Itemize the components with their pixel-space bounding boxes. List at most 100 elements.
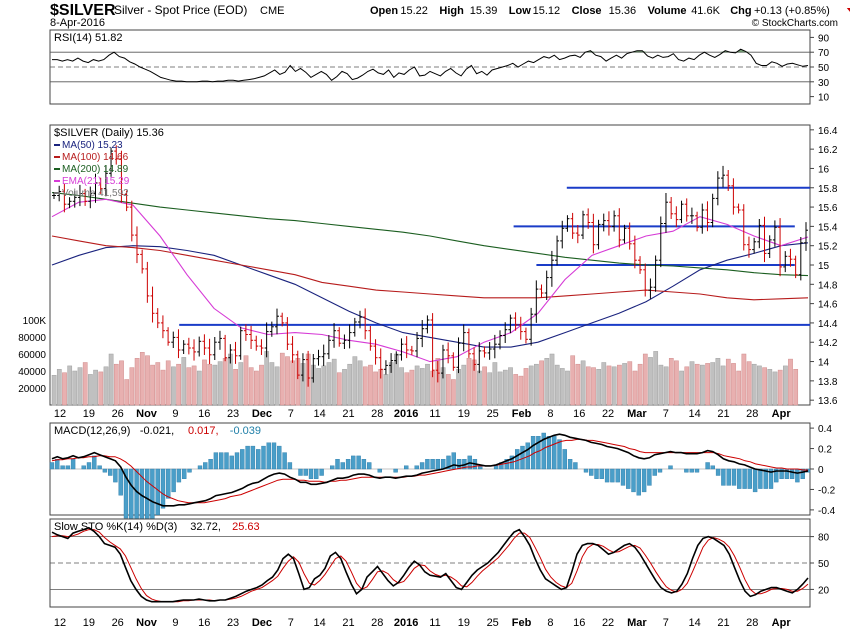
volume-bar — [580, 360, 586, 406]
x-tick-label: Dec — [252, 617, 272, 629]
volume-bar — [461, 364, 467, 406]
volume-bar — [601, 362, 607, 406]
price-panel: 100K 80000 60000 40000 20000 16.4 16.2 16 15.8 15… — [18, 124, 838, 407]
macd-histogram-bar — [404, 465, 409, 470]
ohlc-value: 15.12 — [533, 5, 561, 17]
macd-histogram-bar — [308, 468, 314, 480]
volume-bar — [171, 366, 176, 406]
x-tick-label: 12 — [54, 408, 66, 420]
x-tick-label: 11 — [429, 408, 440, 420]
sto-k-line — [51, 526, 809, 603]
chart-symbol: $SILVER — [50, 2, 116, 19]
macd-histogram-bar — [282, 452, 287, 470]
macd-histogram-bar — [715, 468, 721, 476]
stochastic-panel: 80 50 20 Slow STO %K(14) %D(3) 32.72, 25.63 — [49, 518, 830, 608]
ohlc-value: 15.36 — [609, 5, 637, 17]
volume-bar — [627, 361, 633, 406]
volume-bar — [762, 367, 767, 406]
volume-bar — [767, 369, 773, 406]
macd-histogram-bar — [441, 459, 446, 470]
ma-line-ma100 — [51, 235, 809, 301]
volume-bar — [212, 364, 218, 406]
macd-histogram-bar — [340, 462, 345, 470]
macd-histogram-bar — [271, 442, 277, 470]
volume-bar — [694, 363, 700, 406]
x-tick-label: 21 — [342, 617, 354, 629]
legend-label: MA(100) 14.66 — [62, 152, 129, 163]
volume-bar — [207, 363, 213, 406]
x-tick-label: 25 — [487, 617, 499, 629]
volume-bar — [492, 362, 498, 406]
x-tick-label: Dec — [252, 408, 272, 420]
volume-bar — [559, 368, 565, 406]
macd-histogram-bar — [721, 468, 726, 486]
volume-bar — [497, 371, 503, 406]
volume-bar — [487, 372, 493, 406]
macd-y-tick-label: 0.2 — [818, 445, 832, 456]
macd-histogram-bar — [657, 468, 663, 473]
volume-bar — [290, 360, 296, 406]
volume-bar — [248, 367, 254, 406]
volume-tick-label: 100K — [23, 316, 47, 327]
macd-histogram-bar — [567, 459, 573, 470]
chg-down-arrow-icon — [846, 8, 850, 12]
x-tick-label: 14 — [313, 617, 325, 629]
x-tick-label: 16 — [198, 408, 210, 420]
volume-bar — [342, 369, 347, 406]
macd-histogram-bar — [298, 468, 303, 476]
sto-d-line — [51, 529, 809, 603]
volume-bar — [736, 370, 742, 406]
x-tick-label: 7 — [288, 408, 294, 420]
volume-bar — [51, 375, 57, 406]
macd-histogram-bar — [641, 468, 647, 493]
macd-histogram-bar — [737, 468, 742, 489]
volume-bar — [679, 370, 684, 406]
macd-histogram-bar — [726, 468, 731, 486]
volume-bar — [264, 351, 270, 406]
macd-histogram-bar — [594, 468, 599, 480]
macd-histogram-bar — [599, 468, 604, 480]
volume-bar — [217, 361, 223, 406]
macd-histogram-bar — [150, 468, 155, 522]
macd-histogram-bar — [647, 468, 652, 486]
volume-bar — [549, 353, 555, 406]
volume-bar — [113, 363, 119, 406]
macd-histogram-bar — [229, 455, 234, 470]
volume-bar — [632, 370, 638, 406]
volume-bar — [596, 369, 602, 406]
volume-bar — [404, 372, 410, 406]
volume-bar — [663, 366, 669, 406]
macd-histogram-bar — [604, 468, 610, 483]
price-y-tick-label: 14.8 — [818, 280, 838, 291]
price-y-tick-label: 13.8 — [818, 377, 838, 388]
x-tick-label: Apr — [772, 617, 792, 629]
volume-bar — [155, 362, 161, 406]
sto-y-tick-label: 20 — [818, 585, 830, 596]
volume-bar — [274, 366, 280, 406]
volume-bar — [202, 359, 207, 406]
volume-bar — [181, 357, 187, 406]
chart-date: 8-Apr-2016 — [50, 17, 105, 29]
volume-bar — [82, 362, 88, 406]
x-tick-label: Mar — [627, 617, 647, 629]
macd-histogram-bar — [266, 442, 271, 470]
volume-bar — [751, 363, 757, 406]
x-tick-label: 7 — [288, 617, 294, 629]
rsi-y-tick-label: 90 — [818, 33, 830, 44]
macd-histogram-bar — [562, 449, 567, 470]
macd-histogram-bar — [176, 468, 182, 483]
macd-histogram-bar — [60, 465, 65, 470]
macd-histogram-bar — [493, 465, 499, 470]
chart-copyright: © StockCharts.com — [752, 18, 838, 29]
macd-histogram-bar — [203, 462, 208, 470]
x-tick-label: 22 — [602, 617, 614, 629]
x-axis-upper: 12 19 26 Nov 9 16 23 Dec 7 14 21 28 2016 11 19 25 Feb 8 16… — [54, 408, 791, 420]
volume-bar — [326, 362, 332, 406]
x-tick-label: Feb — [512, 617, 532, 629]
ma-line-ma200 — [51, 192, 809, 277]
volume-bar — [373, 371, 378, 406]
volume-bar — [637, 363, 643, 406]
rsi-y-tick-label: 30 — [818, 78, 830, 89]
macd-histogram-bar — [430, 459, 435, 470]
